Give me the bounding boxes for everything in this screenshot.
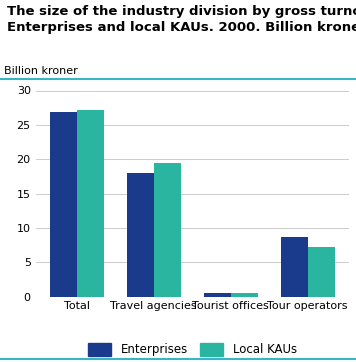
- Bar: [154, 163, 181, 297]
- Bar: [127, 173, 154, 297]
- Bar: [231, 293, 258, 297]
- Bar: [308, 247, 335, 297]
- Bar: [204, 293, 231, 297]
- Text: The size of the industry division by gross turnover.
Enterprises and local KAUs.: The size of the industry division by gro…: [7, 5, 356, 34]
- Text: Billion kroner: Billion kroner: [4, 66, 78, 76]
- Bar: [77, 110, 104, 297]
- Legend: Enterprises, Local KAUs: Enterprises, Local KAUs: [83, 338, 302, 361]
- Bar: [281, 237, 308, 297]
- Bar: [50, 112, 77, 297]
